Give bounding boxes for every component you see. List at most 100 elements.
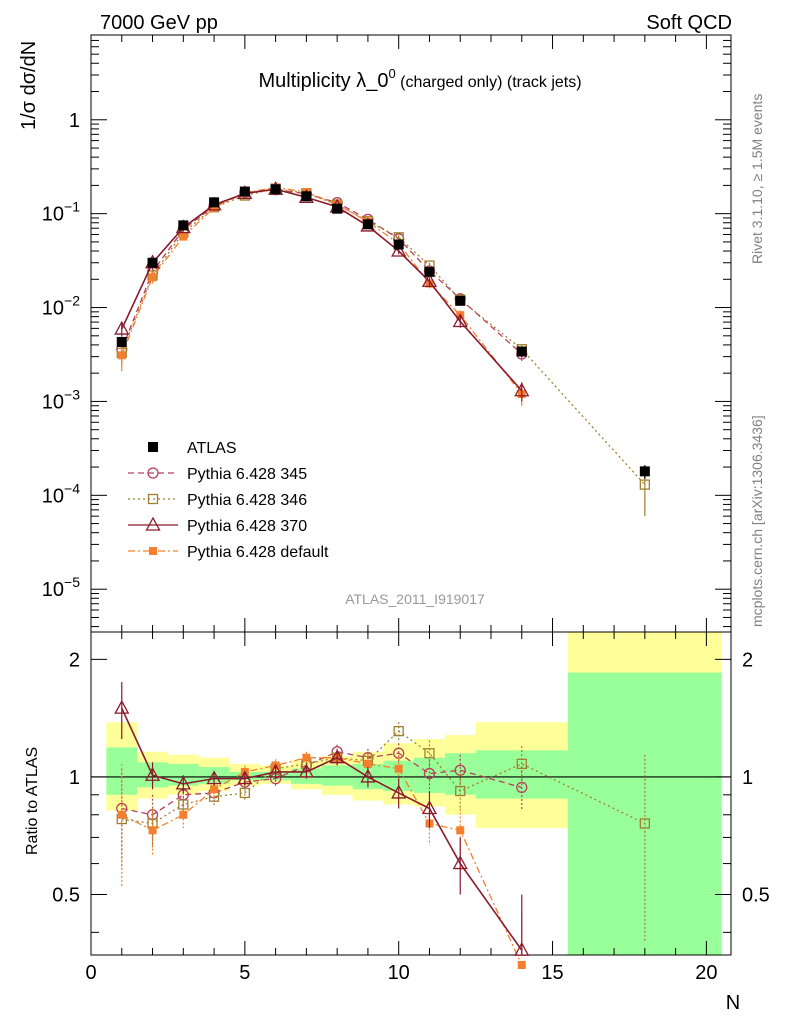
data-point — [514, 382, 530, 397]
legend-marker — [148, 442, 158, 452]
ratio-point — [239, 787, 250, 799]
y-tick-label-main: 10−4 — [42, 480, 80, 507]
ratio-point — [423, 767, 436, 780]
y-tick-label-main: 10−5 — [42, 574, 80, 601]
uncertainty-band-green — [321, 765, 353, 786]
legend-label: Pythia 6.428 346 — [187, 492, 307, 509]
x-tick-label: 20 — [695, 962, 717, 984]
ratio-point — [298, 763, 314, 778]
y-tick-label-ratio-right: 0.5 — [742, 885, 770, 907]
main-frame — [90, 34, 732, 633]
data-point — [332, 203, 343, 214]
ratio-point — [179, 810, 188, 819]
ratio-point — [178, 799, 189, 810]
data-point — [301, 191, 312, 202]
ratio-point — [391, 784, 407, 799]
side-label-bottom: mcplots.cern.ch [arXiv:1306.3436] — [749, 415, 765, 627]
ratio-point — [329, 749, 345, 764]
series-0-main — [116, 184, 650, 479]
ratio-point — [394, 764, 403, 773]
series-3-ratio — [114, 682, 530, 956]
series-3-main — [114, 180, 530, 402]
data-point — [178, 220, 189, 231]
uncertainty-band-green — [167, 763, 199, 786]
y-tick-label-ratio-right: 2 — [742, 649, 753, 671]
header-left: 7000 GeV pp — [100, 12, 218, 34]
data-point — [209, 197, 220, 208]
ratio-point — [302, 753, 311, 762]
ratio-point — [144, 766, 161, 781]
legend-label: ATLAS — [187, 440, 237, 457]
x-tick-label: 5 — [239, 962, 250, 984]
series-line — [121, 189, 523, 355]
x-tick-label: 10 — [388, 962, 410, 984]
legend-label: Pythia 6.428 345 — [187, 466, 307, 483]
ratio-point — [117, 810, 126, 819]
data-point — [639, 479, 650, 490]
watermark-label: ATLAS_2011_I919017 — [345, 591, 485, 607]
ratio-point — [114, 699, 130, 714]
ratio-point — [206, 770, 222, 785]
ratio-point — [175, 775, 191, 790]
data-point — [239, 186, 250, 197]
ratio-point — [268, 763, 284, 778]
data-point — [148, 273, 157, 282]
data-point — [114, 320, 130, 335]
y-tick-label-ratio-right: 1 — [742, 767, 753, 789]
ratio-point — [424, 748, 435, 759]
ratio-point — [456, 826, 465, 835]
legend-marker — [147, 467, 159, 479]
x-tick-label: 15 — [541, 962, 563, 984]
legend-label: Pythia 6.428 default — [187, 544, 329, 561]
series-1-main — [116, 184, 528, 361]
data-point — [393, 239, 404, 250]
y-tick-label-main: 10−3 — [42, 386, 80, 413]
ratio-panel: 0 5 10 15 20 2 2 1 1 0.5 0.5 — [52, 631, 770, 984]
x-axis-label: N — [726, 992, 740, 1014]
main-panel: 1 10−1 10−2 10−3 10−4 10−5 Multiplicity λ_00 … — [42, 34, 732, 633]
data-point — [424, 266, 435, 277]
ratio-point — [516, 758, 527, 770]
ratio-point — [639, 818, 650, 829]
legend-marker — [147, 493, 159, 505]
y-tick-label-ratio: 0.5 — [52, 885, 80, 907]
y-axis-label-ratio: Ratio to ATLAS — [24, 747, 41, 855]
legend-marker — [149, 547, 157, 555]
ratio-point — [210, 785, 219, 794]
series-line — [121, 186, 523, 395]
ratio-point — [517, 960, 526, 969]
y-tick-label-ratio: 2 — [69, 649, 80, 671]
y-tick-label-ratio: 1 — [69, 767, 80, 789]
ratio-point — [148, 826, 157, 835]
ratio-point — [455, 785, 466, 797]
chart-title: Multiplicity λ_00 (charged only) (track … — [258, 66, 581, 92]
y-axis-label-main: 1/σ dσ/dN — [18, 41, 40, 130]
data-point — [421, 273, 438, 288]
series-4-main — [117, 183, 526, 406]
data-point — [179, 232, 188, 241]
ratio-line — [121, 730, 646, 825]
legend-marker — [145, 516, 161, 531]
ratio-point — [360, 768, 376, 783]
data-point — [270, 184, 281, 195]
y-tick-label-main: 1 — [69, 110, 80, 132]
legend-label: Pythia 6.428 370 — [187, 518, 307, 535]
data-point — [362, 219, 373, 230]
data-point — [391, 242, 407, 257]
x-tick-label: 0 — [85, 962, 96, 984]
y-tick-label-main: 10−2 — [42, 293, 80, 320]
ratio-point — [421, 800, 438, 815]
data-point — [210, 203, 219, 212]
ratio-point — [452, 855, 468, 870]
y-tick-label-main: 10−1 — [42, 199, 80, 226]
ratio-point — [514, 941, 530, 956]
ratio-point — [393, 725, 404, 737]
side-label-top: Rivet 3.1.10, ≥ 1.5M events — [749, 94, 765, 264]
header-right: Soft QCD — [646, 12, 732, 34]
data-point — [455, 295, 466, 306]
uncertainty-band-green — [106, 747, 138, 795]
ratio-point — [237, 770, 253, 785]
data-point — [116, 336, 127, 347]
data-point — [147, 257, 158, 268]
